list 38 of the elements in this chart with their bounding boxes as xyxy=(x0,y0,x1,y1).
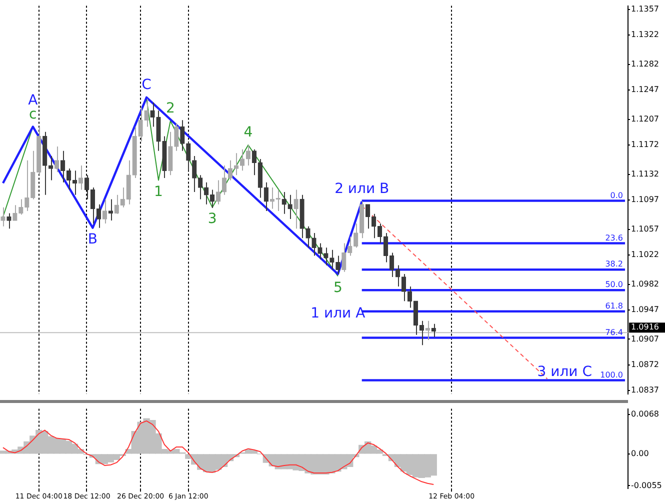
series-label: 61.8 xyxy=(605,301,624,310)
series-label: 76.4 xyxy=(605,328,624,337)
y-tick-label: 1.1022 xyxy=(631,250,659,260)
y-tick-label: 1.1357 xyxy=(631,4,659,14)
y-tick-label: 0.0068 xyxy=(631,410,659,419)
y-tick-label: 1.0947 xyxy=(631,305,659,314)
y-tick-label: -0.0055 xyxy=(631,480,662,490)
ref-line-label: 1.0916 xyxy=(631,322,659,332)
y-tick-label: 1.1322 xyxy=(631,30,659,40)
y-tick-label: 1.0837 xyxy=(631,386,659,395)
y-tick-label: 1.1282 xyxy=(631,60,659,69)
y-tick-label: 1.0872 xyxy=(631,360,659,369)
annotation: 4 xyxy=(244,124,253,141)
annotation: B xyxy=(88,231,98,248)
series-label: 100.0 xyxy=(600,370,624,380)
y-tick-label: 1.1132 xyxy=(631,169,659,178)
y-tick-label: 1.0982 xyxy=(631,279,659,288)
annotation: 3 или C xyxy=(537,364,592,380)
annotation: 2 или B xyxy=(334,181,390,198)
y-tick-label: 1.0907 xyxy=(631,334,659,344)
annotation: c xyxy=(29,106,37,122)
series-label: 0.0 xyxy=(610,190,624,200)
series-label: 38.2 xyxy=(605,260,624,269)
y-tick-label: 0.00 xyxy=(631,448,649,458)
annotation: 2 xyxy=(166,100,175,116)
annotation: 5 xyxy=(333,280,342,296)
y-tick-label: 1.1057 xyxy=(631,224,659,234)
annotation: 3 xyxy=(208,210,217,227)
y-tick-label: 1.1247 xyxy=(631,85,659,94)
annotation: 1 или A xyxy=(310,306,366,322)
annotation: C xyxy=(142,77,152,94)
annotation: A xyxy=(28,92,38,108)
annotation: 1 xyxy=(154,184,163,200)
y-tick-label: 1.1172 xyxy=(631,140,659,150)
y-tick-label: 1.1097 xyxy=(631,195,659,204)
series-label: 50.0 xyxy=(605,280,624,290)
series-label: 23.6 xyxy=(605,233,624,242)
y-tick-label: 1.1207 xyxy=(631,114,659,124)
